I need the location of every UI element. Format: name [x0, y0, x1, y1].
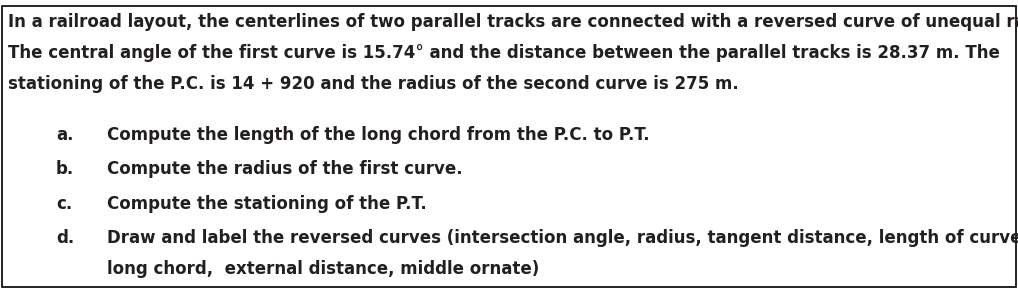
Text: Compute the radius of the first curve.: Compute the radius of the first curve.: [107, 160, 462, 178]
Text: long chord,  external distance, middle ornate): long chord, external distance, middle or…: [107, 260, 540, 277]
Text: stationing of the P.C. is 14 + 920 and the radius of the second curve is 275 m.: stationing of the P.C. is 14 + 920 and t…: [8, 75, 739, 93]
Text: a.: a.: [56, 126, 73, 144]
Text: c.: c.: [56, 195, 72, 212]
Text: d.: d.: [56, 229, 74, 247]
Text: b.: b.: [56, 160, 74, 178]
Text: The central angle of the first curve is 15.74° and the distance between the para: The central angle of the first curve is …: [8, 44, 1000, 62]
Text: Compute the length of the long chord from the P.C. to P.T.: Compute the length of the long chord fro…: [107, 126, 649, 144]
Text: In a railroad layout, the centerlines of two parallel tracks are connected with : In a railroad layout, the centerlines of…: [8, 13, 1018, 31]
Text: Draw and label the reversed curves (intersection angle, radius, tangent distance: Draw and label the reversed curves (inte…: [107, 229, 1018, 247]
Text: Compute the stationing of the P.T.: Compute the stationing of the P.T.: [107, 195, 427, 212]
